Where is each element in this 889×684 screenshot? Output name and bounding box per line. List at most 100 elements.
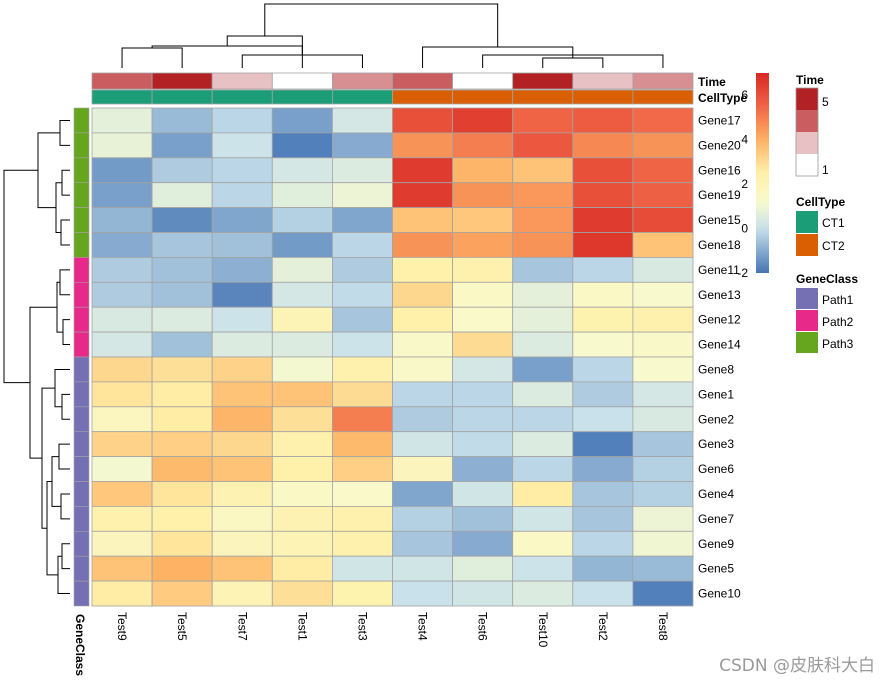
row-label: Gene16 <box>698 163 741 177</box>
column-dendrogram-branch <box>121 47 183 68</box>
geneclass-legend-label: Path2 <box>822 315 854 329</box>
heatmap-cell <box>572 306 634 333</box>
heatmap-cell <box>151 132 213 159</box>
heatmap-cell <box>452 107 514 134</box>
heatmap-cell <box>392 306 453 333</box>
heatmap-cell <box>271 107 333 134</box>
colorbar-tick-label: 0 <box>741 222 748 236</box>
geneclass-annotation-cell <box>73 107 90 134</box>
heatmap-cell <box>512 281 574 308</box>
heatmap-cell <box>632 281 694 308</box>
heatmap-cell <box>211 356 273 383</box>
heatmap-cell <box>572 431 634 458</box>
column-dendrogram-branch <box>264 3 499 47</box>
column-label: Test4 <box>416 612 430 641</box>
heatmap-cell <box>632 381 694 408</box>
celltype-legend-label: CT2 <box>822 239 845 253</box>
celltype-legend-swatch <box>796 211 818 233</box>
row-label: Gene10 <box>698 587 741 601</box>
heatmap-cell <box>271 505 333 532</box>
heatmap-cell <box>452 132 514 159</box>
heatmap-cell <box>271 331 333 358</box>
column-label: Test8 <box>656 612 670 641</box>
heatmap-cell <box>572 381 634 408</box>
heatmap-cell <box>331 182 393 208</box>
row-dendrogram-branch <box>62 319 70 346</box>
time-legend-title: Time <box>796 73 824 87</box>
heatmap-cell <box>211 530 273 557</box>
geneclass-annotation-cell <box>73 506 90 532</box>
heatmap-cell <box>271 555 333 582</box>
heatmap-cell <box>331 555 393 582</box>
row-label: Gene12 <box>698 313 741 327</box>
heatmap-cell <box>392 157 453 184</box>
heatmap-cell <box>91 431 153 458</box>
heatmap-cell <box>151 306 213 333</box>
heatmap-cell <box>452 182 514 208</box>
heatmap-cell <box>331 207 393 233</box>
heatmap-cell <box>572 107 634 134</box>
column-label: Test9 <box>115 612 129 641</box>
heatmap-cell <box>91 530 153 557</box>
heatmap-cell <box>452 431 514 458</box>
heatmap-cell <box>211 381 273 408</box>
celltype-annotation-cell <box>452 89 514 105</box>
heatmap-cell <box>331 406 393 433</box>
heatmap-cell <box>392 406 453 433</box>
heatmap-cell <box>392 505 453 532</box>
geneclass-annotation-cell <box>73 331 90 358</box>
heatmap-cell <box>151 232 213 258</box>
heatmap-cell <box>331 431 393 458</box>
column-label: Test7 <box>235 612 249 641</box>
heatmap-cell <box>512 456 574 482</box>
column-label: Test2 <box>596 612 610 641</box>
time-annotation-label: Time <box>698 75 726 89</box>
heatmap-cell <box>211 182 273 208</box>
heatmap-cell <box>632 132 694 159</box>
geneclass-annotation-cell <box>73 182 90 208</box>
heatmap-cell <box>151 555 213 582</box>
column-label: Test1 <box>295 612 309 641</box>
colorbar-tick-label: 6 <box>741 88 748 102</box>
heatmap-cell <box>572 132 634 159</box>
celltype-annotation-cell <box>331 89 393 105</box>
heatmap-cell <box>271 256 333 283</box>
geneclass-legend-swatch <box>796 332 818 353</box>
geneclass-annotation-cell <box>73 481 90 507</box>
geneclass-annotation-cell <box>73 456 90 482</box>
time-legend-swatch <box>796 110 818 132</box>
geneclass-annotation-cell <box>73 306 90 333</box>
heatmap-cell <box>91 481 153 507</box>
row-label: Gene14 <box>698 338 741 352</box>
geneclass-annotation-cell <box>73 356 90 383</box>
column-label: Test5 <box>175 612 189 641</box>
heatmap-cell <box>452 256 514 283</box>
row-dendrogram-branch <box>61 393 70 420</box>
heatmap-cell <box>512 132 574 159</box>
heatmap-cell <box>392 481 453 507</box>
heatmap-cell <box>512 331 574 358</box>
heatmap-cell <box>271 232 333 258</box>
row-label: Gene18 <box>698 238 741 252</box>
time-legend-swatch <box>796 88 818 110</box>
heatmap-cell <box>211 281 273 308</box>
heatmap-cell <box>211 256 273 283</box>
heatmap-cell <box>331 157 393 184</box>
celltype-annotation-cell <box>211 89 273 105</box>
heatmap-cell <box>91 256 153 283</box>
time-legend-frame <box>795 87 819 177</box>
heatmap-cell <box>512 530 574 557</box>
heatmap-cell <box>512 232 574 258</box>
heatmap-cell <box>271 406 333 433</box>
heatmap-cell <box>91 381 153 408</box>
geneclass-annotation-cell <box>73 580 90 607</box>
heatmap-cell <box>331 331 393 358</box>
heatmap-cell <box>211 107 273 134</box>
geneclass-legend-label: Path1 <box>822 293 854 307</box>
heatmap-cell <box>271 132 333 159</box>
geneclass-annotation-cell <box>73 232 90 258</box>
heatmap-cell <box>211 306 273 333</box>
heatmap-cell <box>392 356 453 383</box>
colorbar-tick-label: 4 <box>741 133 748 147</box>
heatmap-cell <box>452 356 514 383</box>
